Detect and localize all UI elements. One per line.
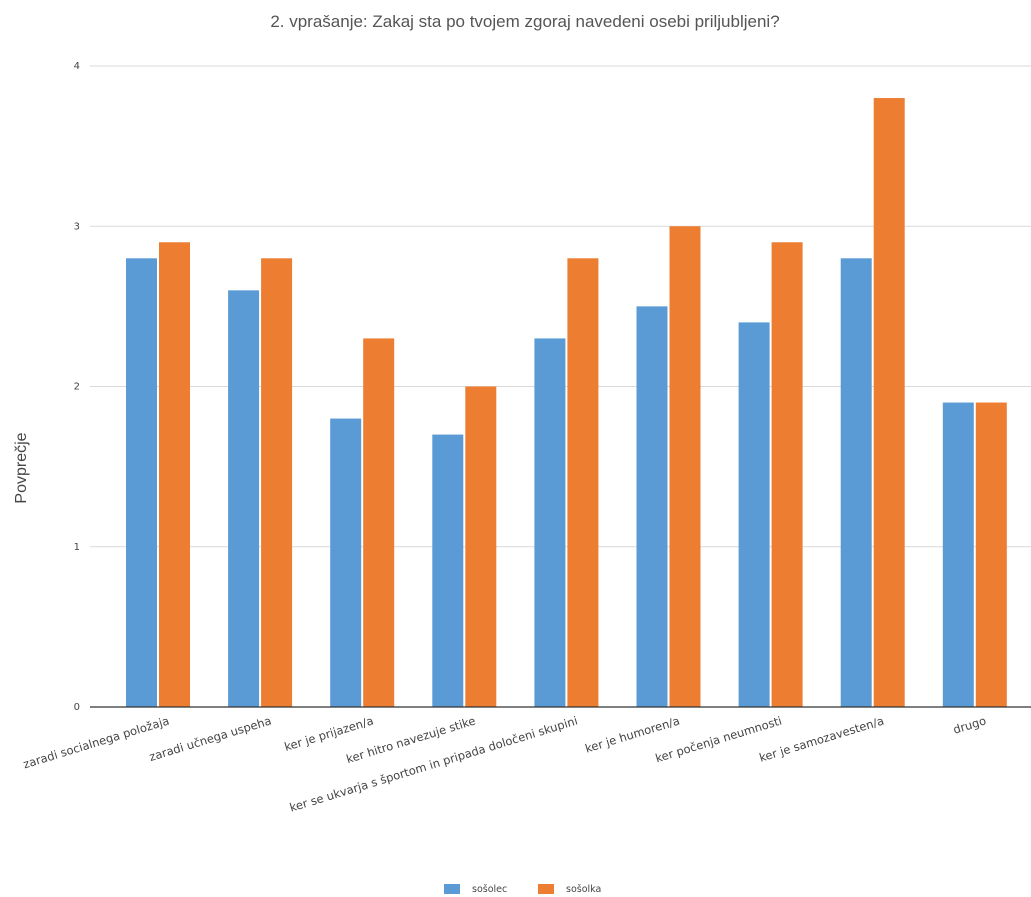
bar-sosolec (432, 434, 464, 707)
legend-swatch (444, 884, 460, 894)
bar-sosolka (159, 242, 190, 707)
y-axis-label: Povprečje (13, 432, 30, 503)
bar-sosolec (738, 322, 770, 707)
bar-sosolka (465, 386, 497, 707)
legend: sošolec sošolka (444, 884, 601, 895)
bar-sosolka (363, 338, 395, 707)
y-tick-label: 3 (74, 221, 80, 232)
bar-sosolka (975, 402, 1007, 707)
bars (126, 98, 1007, 708)
y-axis-ticks: 0 1 2 3 4 (74, 61, 80, 713)
bar-sosolec (840, 258, 872, 707)
chart-title: 2. vprašanje: Zakaj sta po tvojem zgoraj… (270, 12, 779, 31)
legend-label: sošolka (566, 884, 601, 895)
bar-sosolka (771, 242, 803, 707)
y-tick-label: 0 (74, 702, 80, 713)
bar-sosolka (261, 258, 293, 707)
y-tick-label: 4 (74, 61, 80, 72)
legend-label: sošolec (472, 884, 507, 895)
legend-swatch (538, 884, 554, 894)
y-tick-label: 2 (74, 382, 80, 393)
bar-sosolec (228, 290, 260, 707)
bar-sosolec (126, 258, 157, 707)
bar-sosolec (636, 306, 668, 707)
bar-sosolka (567, 258, 599, 707)
bar-sosolka (669, 226, 701, 707)
bar-sosolec (330, 418, 362, 707)
y-tick-label: 1 (74, 542, 80, 553)
bar-sosolec (942, 402, 974, 707)
x-category-label: zaradi socialnega položaja (21, 713, 171, 771)
bar-sosolec (534, 338, 566, 707)
bar-sosolka (873, 98, 905, 708)
x-category-label: drugo (951, 713, 987, 736)
